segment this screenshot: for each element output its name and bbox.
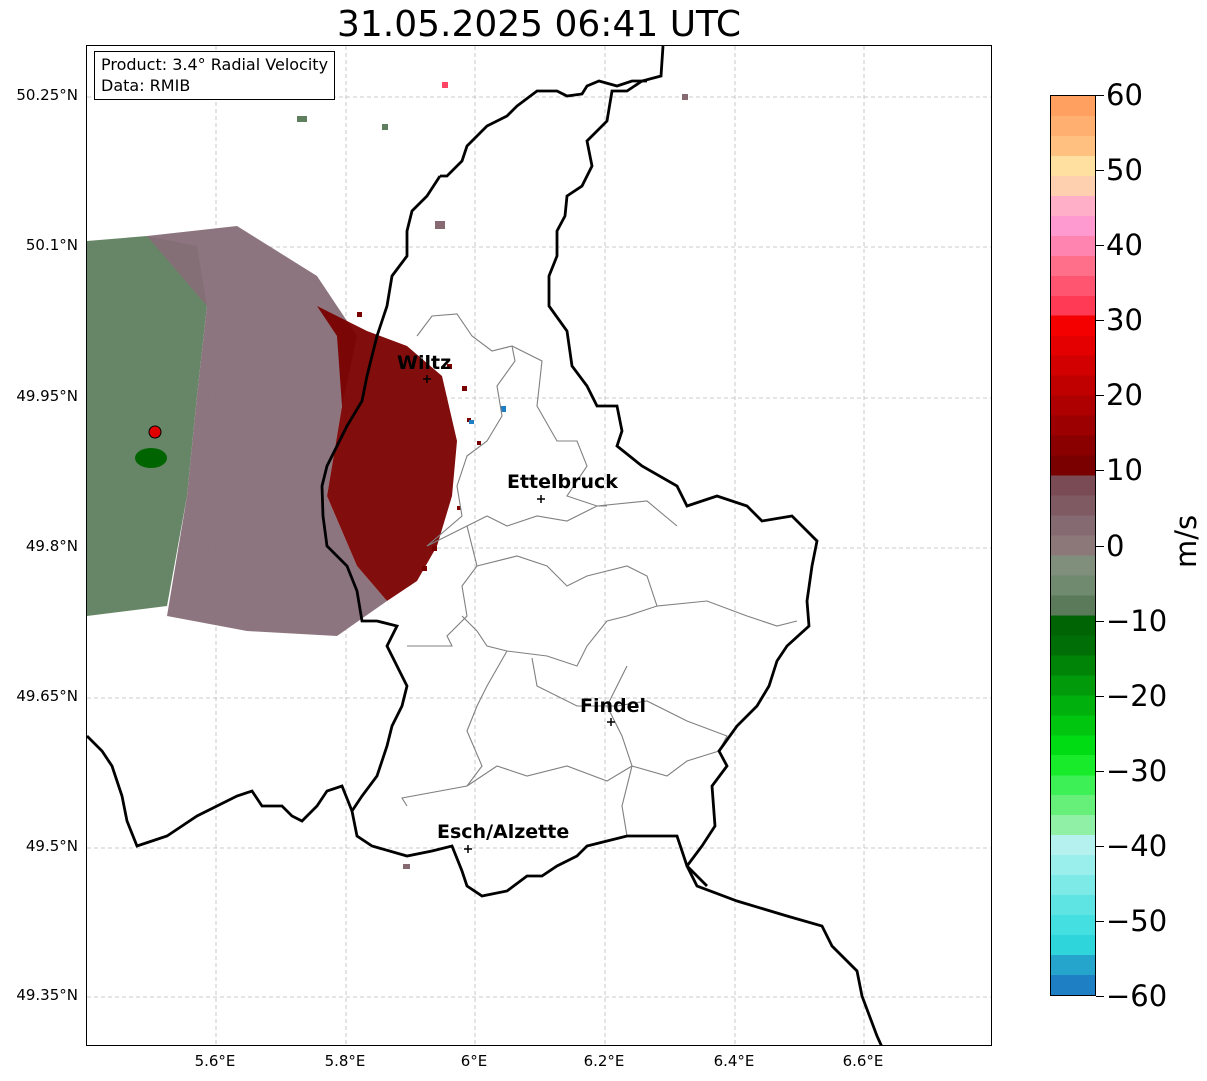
data-source-text: Data: RMIB <box>101 76 191 95</box>
country-borders <box>87 46 883 1045</box>
colorbar-tick-mark <box>1096 320 1104 322</box>
colorbar-tick-label: 30 <box>1106 303 1143 338</box>
y-tick-label: 49.35°N <box>16 986 78 1004</box>
city-label-wiltz: Wiltz <box>397 352 451 374</box>
colorbar-tick-mark <box>1096 620 1104 622</box>
colorbar-tick-label: 10 <box>1106 453 1143 488</box>
map-canvas: Wiltz Ettelbruck Findel Esch/Alzette <box>87 46 991 1045</box>
map-panel[interactable]: Wiltz Ettelbruck Findel Esch/Alzette <box>86 45 992 1046</box>
colorbar-tick-label: −30 <box>1106 753 1168 788</box>
colorbar-tick-mark <box>1096 470 1104 472</box>
colorbar-tick-mark <box>1096 170 1104 172</box>
info-box: Product: 3.4° Radial Velocity Data: RMIB <box>94 51 336 100</box>
echo-green-patch <box>135 448 167 468</box>
map-title: 31.05.2025 06:41 UTC <box>336 4 742 45</box>
city-label-ettelbruck: Ettelbruck <box>507 471 618 493</box>
colorbar-tick-mark <box>1096 695 1104 697</box>
colorbar-tick-label: −10 <box>1106 603 1168 638</box>
y-tick-label: 49.8°N <box>25 537 78 555</box>
y-tick-label: 49.95°N <box>16 387 78 405</box>
city-label-findel: Findel <box>580 695 646 717</box>
colorbar-tick-mark <box>1096 545 1104 547</box>
city-cross <box>423 375 615 853</box>
colorbar-tick-mark <box>1096 996 1104 997</box>
colorbar-tick-mark <box>1096 845 1104 847</box>
colorbar-tick-label: −50 <box>1106 903 1168 938</box>
colorbar-tick-label: −40 <box>1106 828 1168 863</box>
echo-misc <box>297 82 688 869</box>
city-markers: Wiltz Ettelbruck Findel Esch/Alzette <box>397 352 646 853</box>
x-tick-label: 6.6°E <box>842 1052 884 1070</box>
x-tick-label: 6°E <box>460 1052 488 1070</box>
colorbar-tick-label: 60 <box>1106 78 1143 112</box>
x-tick-label: 5.8°E <box>324 1052 366 1070</box>
colorbar-tick-mark <box>1096 95 1104 96</box>
colorbar <box>1050 95 1096 996</box>
echo-grey-band <box>147 226 387 636</box>
x-tick-label: 6.4°E <box>713 1052 755 1070</box>
colorbar-tick-label: −60 <box>1106 979 1168 1013</box>
colorbar-tick-label: 40 <box>1106 228 1143 263</box>
y-tick-label: 50.25°N <box>16 86 78 104</box>
city-label-esch: Esch/Alzette <box>437 821 569 843</box>
y-tick-label: 49.5°N <box>25 837 78 855</box>
y-tick-label: 50.1°N <box>25 236 78 254</box>
colorbar-label: m/s <box>1169 514 1203 568</box>
colorbar-tick-mark <box>1096 395 1104 397</box>
radar-echoes <box>87 82 688 869</box>
radar-site-marker <box>148 425 162 439</box>
colorbar-tick-mark <box>1096 920 1104 922</box>
y-tick-label: 49.65°N <box>16 687 78 705</box>
echo-green-core <box>87 236 207 616</box>
x-tick-label: 5.6°E <box>194 1052 236 1070</box>
canton-borders <box>401 313 798 837</box>
x-tick-label: 6.2°E <box>583 1052 625 1070</box>
colorbar-tick-label: 0 <box>1106 528 1125 563</box>
colorbar-tick-mark <box>1096 770 1104 772</box>
colorbar-tick-label: 20 <box>1106 378 1143 413</box>
colorbar-tick-mark <box>1096 245 1104 247</box>
colorbar-tick-label: 50 <box>1106 153 1143 188</box>
colorbar-tick-label: −20 <box>1106 678 1168 713</box>
product-text: Product: 3.4° Radial Velocity <box>101 55 329 74</box>
echo-red-band <box>317 306 457 601</box>
